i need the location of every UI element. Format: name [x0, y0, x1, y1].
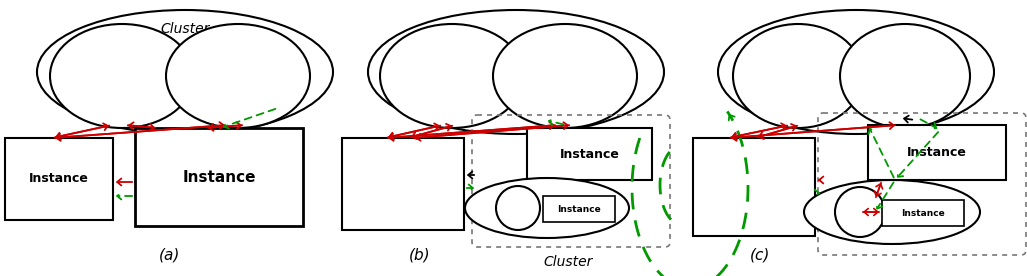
Ellipse shape — [718, 10, 994, 134]
Text: (a): (a) — [159, 247, 181, 262]
Text: Instance: Instance — [901, 208, 945, 217]
Bar — [135, 128, 303, 226]
Text: Instance: Instance — [560, 147, 619, 161]
Ellipse shape — [840, 24, 969, 128]
Text: Cluster: Cluster — [543, 255, 593, 269]
Text: Instance: Instance — [557, 205, 601, 214]
Ellipse shape — [465, 178, 629, 238]
Ellipse shape — [50, 24, 194, 128]
Bar — [693, 138, 815, 236]
Ellipse shape — [37, 10, 333, 134]
Ellipse shape — [835, 187, 885, 237]
Ellipse shape — [166, 24, 310, 128]
Ellipse shape — [368, 10, 664, 134]
Text: Instance: Instance — [907, 146, 967, 159]
Ellipse shape — [804, 180, 980, 244]
Bar — [543, 196, 615, 222]
Ellipse shape — [493, 24, 637, 128]
Ellipse shape — [380, 24, 524, 128]
Bar — [342, 138, 464, 230]
Text: Instance: Instance — [29, 172, 89, 185]
Bar — [868, 125, 1006, 180]
Text: Cluster: Cluster — [160, 22, 210, 36]
Ellipse shape — [733, 24, 863, 128]
Text: (b): (b) — [409, 247, 430, 262]
Text: (c): (c) — [750, 247, 770, 262]
Bar — [527, 128, 652, 180]
Bar — [5, 138, 113, 220]
Bar — [882, 200, 964, 226]
Text: Instance: Instance — [182, 169, 256, 184]
Ellipse shape — [496, 186, 540, 230]
